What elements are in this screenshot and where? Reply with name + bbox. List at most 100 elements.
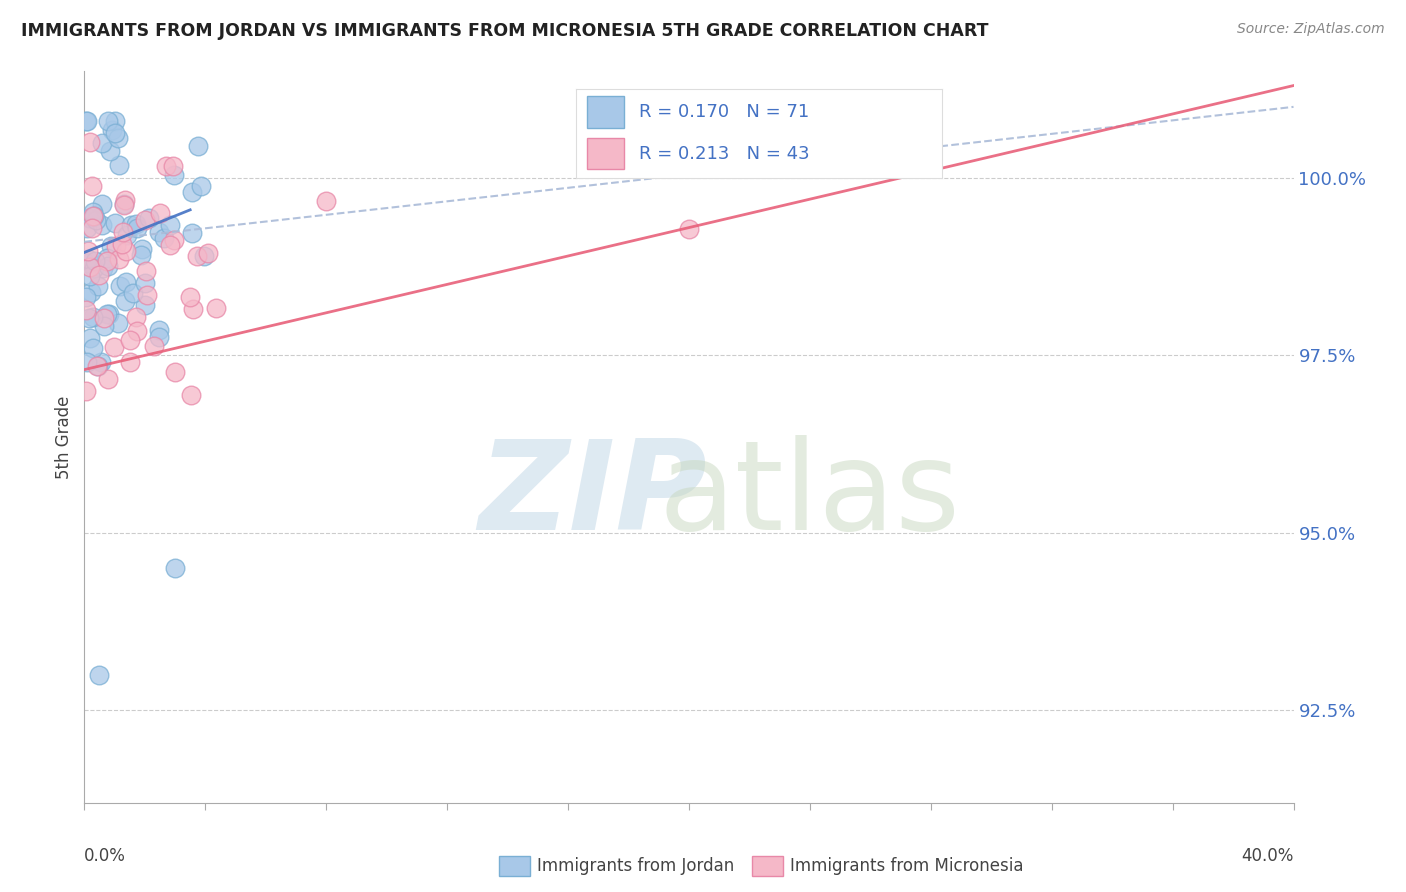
Point — [114, 193, 136, 207]
Bar — [588, 138, 624, 169]
Point — [114, 275, 136, 289]
Text: Source: ZipAtlas.com: Source: ZipAtlas.com — [1237, 22, 1385, 37]
Point — [76, 244, 98, 258]
Point — [104, 216, 127, 230]
Point — [82, 221, 104, 235]
Point — [135, 264, 157, 278]
Point — [83, 253, 105, 268]
Point — [197, 245, 219, 260]
Point — [162, 159, 184, 173]
Point — [100, 239, 122, 253]
Point — [75, 114, 97, 128]
Point — [93, 318, 115, 333]
Point — [190, 179, 212, 194]
Point — [79, 285, 101, 299]
Point — [96, 252, 118, 266]
Point — [193, 249, 215, 263]
Point — [76, 220, 98, 235]
Point — [82, 341, 104, 355]
Point — [187, 138, 209, 153]
Point — [134, 277, 156, 291]
Point — [131, 242, 153, 256]
Point — [86, 359, 108, 373]
Text: R = 0.170   N = 71: R = 0.170 N = 71 — [638, 103, 808, 121]
Point — [97, 114, 120, 128]
Point — [83, 260, 105, 275]
Point — [89, 268, 111, 282]
Point — [115, 227, 138, 242]
Point — [180, 388, 202, 402]
Point — [76, 355, 98, 369]
Point — [136, 288, 159, 302]
Point — [79, 260, 101, 275]
Point — [315, 194, 337, 209]
Point — [125, 220, 148, 235]
Point — [163, 561, 186, 575]
Point — [87, 359, 110, 374]
Point — [148, 324, 170, 338]
Point — [93, 310, 115, 325]
Text: R = 0.213   N = 43: R = 0.213 N = 43 — [638, 145, 810, 163]
Point — [96, 307, 118, 321]
Point — [90, 197, 112, 211]
Point — [149, 206, 172, 220]
Point — [163, 168, 186, 182]
Point — [138, 211, 160, 226]
Point — [96, 254, 118, 268]
Point — [125, 217, 148, 231]
Text: IMMIGRANTS FROM JORDAN VS IMMIGRANTS FROM MICRONESIA 5TH GRADE CORRELATION CHART: IMMIGRANTS FROM JORDAN VS IMMIGRANTS FRO… — [21, 22, 988, 40]
Point — [112, 198, 135, 212]
Point — [97, 372, 120, 386]
Point — [143, 338, 166, 352]
Text: Immigrants from Micronesia: Immigrants from Micronesia — [790, 857, 1024, 875]
Point — [105, 239, 128, 253]
Point — [77, 211, 100, 226]
Point — [75, 256, 97, 270]
Point — [118, 333, 141, 347]
Point — [120, 354, 142, 368]
Point — [82, 310, 104, 324]
Point — [75, 384, 97, 398]
Y-axis label: 5th Grade: 5th Grade — [55, 395, 73, 479]
Text: Immigrants from Jordan: Immigrants from Jordan — [537, 857, 734, 875]
Point — [104, 126, 127, 140]
Point — [82, 209, 104, 223]
Point — [134, 212, 156, 227]
Point — [75, 290, 97, 304]
Point — [103, 340, 125, 354]
Point — [107, 317, 129, 331]
Text: 0.0%: 0.0% — [84, 847, 127, 864]
Point — [75, 303, 97, 318]
Point — [115, 244, 138, 258]
Point — [134, 298, 156, 312]
Point — [98, 144, 121, 158]
Point — [186, 249, 208, 263]
Point — [148, 226, 170, 240]
Point — [159, 237, 181, 252]
Point — [163, 365, 186, 379]
Point — [108, 158, 131, 172]
Point — [77, 252, 100, 266]
Point — [79, 136, 101, 150]
Point — [80, 178, 103, 193]
Text: 40.0%: 40.0% — [1241, 847, 1294, 864]
Point — [180, 185, 202, 199]
Point — [90, 355, 112, 369]
Point — [129, 248, 152, 262]
Point — [101, 123, 124, 137]
Point — [111, 236, 134, 251]
Point — [120, 219, 142, 233]
Point — [121, 285, 143, 300]
Point — [97, 259, 120, 273]
Point — [111, 225, 134, 239]
Point — [90, 218, 112, 232]
Point — [205, 301, 228, 316]
Point — [125, 310, 148, 325]
Point — [79, 269, 101, 284]
Point — [87, 279, 110, 293]
Text: ZIP: ZIP — [478, 435, 707, 556]
Point — [97, 307, 120, 321]
Point — [153, 231, 176, 245]
Point — [181, 302, 204, 317]
Point — [107, 131, 129, 145]
